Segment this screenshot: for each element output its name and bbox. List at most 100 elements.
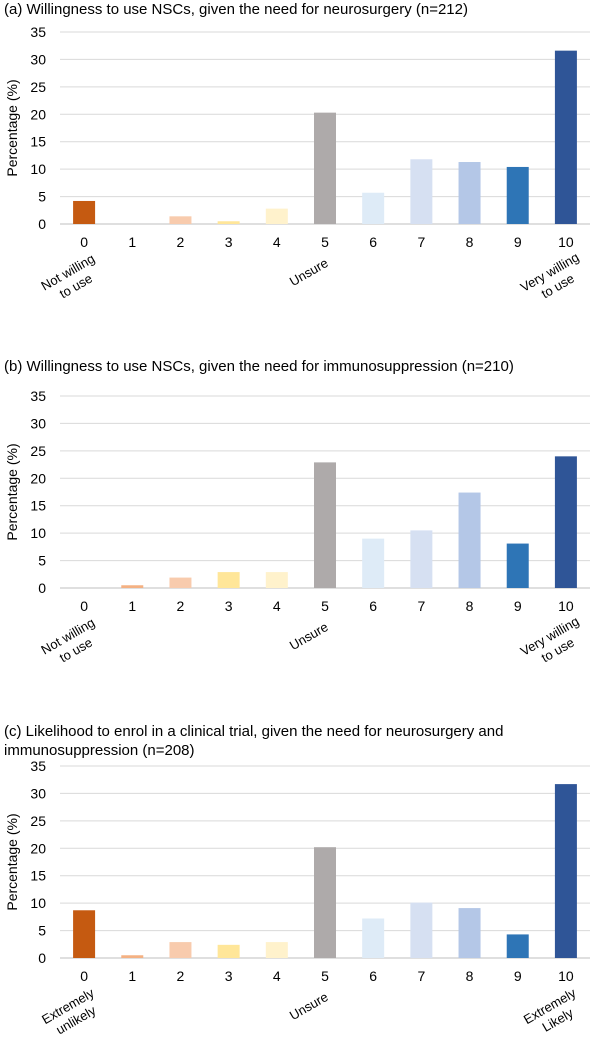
bar-7	[410, 902, 433, 958]
bar-10	[554, 456, 577, 588]
category-annotation: Very willingto use	[518, 613, 590, 672]
y-tick-label: 25	[30, 443, 46, 459]
bar-2	[169, 577, 192, 588]
x-tick-label: 8	[466, 234, 474, 250]
x-tick-label: 2	[177, 234, 185, 250]
x-tick-label: 1	[128, 598, 136, 614]
category-annotation: Very willingto use	[518, 249, 590, 308]
y-tick-label: 35	[30, 24, 46, 40]
x-tick-label: 8	[466, 598, 474, 614]
x-tick-label: 2	[177, 968, 185, 984]
x-tick-label: 8	[466, 968, 474, 984]
bar-9	[506, 543, 529, 588]
y-tick-label: 5	[38, 189, 46, 205]
bar-5	[314, 847, 336, 958]
bar-0	[73, 910, 96, 958]
bar-8	[458, 492, 481, 588]
x-tick-label: 4	[273, 968, 281, 984]
bar-1	[121, 955, 144, 958]
y-tick-label: 0	[38, 216, 46, 232]
chart-title: (c) Likelihood to enrol in a clinical tr…	[4, 723, 504, 759]
y-tick-label: 25	[30, 79, 46, 95]
bar-2	[169, 942, 192, 958]
bar-chart-b: 0 5 10 15 20 25 30 35 Percentage (%) 0 1 2 3 4 5 6 7 8 9 10…	[4, 388, 590, 672]
bar-4	[265, 208, 288, 224]
category-annotation: Unsure	[287, 619, 331, 653]
x-tick-label: 5	[321, 234, 329, 250]
chart-panel-b: (b) Willingness to use NSCs, given the n…	[0, 357, 597, 687]
y-tick-label: 30	[30, 785, 46, 801]
y-tick-label: 35	[30, 388, 46, 404]
bar-6	[362, 538, 385, 588]
x-tick-label: 3	[225, 968, 233, 984]
bar-5	[314, 462, 336, 588]
x-tick-label: 6	[369, 598, 377, 614]
x-tick-label: 10	[558, 968, 574, 984]
y-tick-label: 25	[30, 813, 46, 829]
y-axis-label: Percentage (%)	[4, 443, 20, 540]
y-tick-label: 5	[38, 923, 46, 939]
y-tick-label: 30	[30, 415, 46, 431]
y-axis-label: Percentage (%)	[4, 79, 20, 176]
x-tick-label: 1	[128, 968, 136, 984]
x-tick-label: 7	[417, 968, 425, 984]
x-tick-label: 1	[128, 234, 136, 250]
x-tick-label: 4	[273, 234, 281, 250]
y-tick-label: 35	[30, 758, 46, 774]
x-tick-label: 10	[558, 234, 574, 250]
y-tick-label: 10	[30, 525, 46, 541]
x-tick-label: 2	[177, 598, 185, 614]
bar-8	[458, 908, 481, 958]
bar-7	[410, 530, 433, 588]
category-annotation: ExtremelyLikely	[521, 985, 587, 1041]
category-annotation: Extremelyunlikely	[39, 985, 105, 1041]
x-tick-label: 6	[369, 968, 377, 984]
y-tick-label: 10	[30, 161, 46, 177]
y-tick-label: 5	[38, 553, 46, 569]
bar-5	[314, 112, 336, 224]
category-annotation: Not willingto use	[38, 251, 105, 307]
bar-3	[217, 221, 240, 224]
bar-6	[362, 192, 385, 224]
y-tick-label: 0	[38, 950, 46, 966]
y-tick-label: 20	[30, 840, 46, 856]
bar-0	[73, 200, 96, 224]
x-tick-label: 6	[369, 234, 377, 250]
bar-7	[410, 159, 433, 224]
y-tick-label: 15	[30, 134, 46, 150]
bar-4	[265, 942, 288, 958]
bar-2	[169, 216, 192, 224]
y-tick-label: 20	[30, 470, 46, 486]
category-annotation: Not willingto use	[38, 615, 105, 671]
x-tick-label: 4	[273, 598, 281, 614]
bar-10	[554, 50, 577, 224]
x-tick-label: 0	[80, 968, 88, 984]
bar-8	[458, 162, 481, 224]
category-annotation: Unsure	[287, 989, 331, 1023]
x-tick-label: 9	[514, 968, 522, 984]
x-tick-label: 0	[80, 598, 88, 614]
y-axis-label: Percentage (%)	[4, 813, 20, 910]
x-tick-label: 3	[225, 234, 233, 250]
bar-10	[554, 784, 577, 958]
chart-title: (a) Willingness to use NSCs, given the n…	[4, 1, 468, 18]
bar-3	[217, 944, 240, 958]
category-annotation: Unsure	[287, 255, 331, 289]
bar-9	[506, 934, 529, 958]
y-tick-label: 15	[30, 868, 46, 884]
x-tick-label: 3	[225, 598, 233, 614]
x-tick-label: 9	[514, 234, 522, 250]
x-tick-label: 10	[558, 598, 574, 614]
bar-9	[506, 166, 529, 224]
bar-6	[362, 918, 385, 958]
y-tick-label: 10	[30, 895, 46, 911]
bar-chart-a: 0 5 10 15 20 25 30 35 Percentage (%) 0 1 2 3 4 5 6 7 8 9 10…	[4, 24, 590, 308]
chart-panel-a: (a) Willingness to use NSCs, given the n…	[0, 0, 597, 330]
chart-panel-c: (c) Likelihood to enrol in a clinical tr…	[0, 722, 597, 1053]
x-tick-label: 7	[417, 234, 425, 250]
annotation-line: Unsure	[287, 619, 331, 653]
chart-title: (b) Willingness to use NSCs, given the n…	[4, 358, 514, 375]
annotation-line: Unsure	[287, 255, 331, 289]
y-tick-label: 20	[30, 106, 46, 122]
y-tick-label: 30	[30, 51, 46, 67]
